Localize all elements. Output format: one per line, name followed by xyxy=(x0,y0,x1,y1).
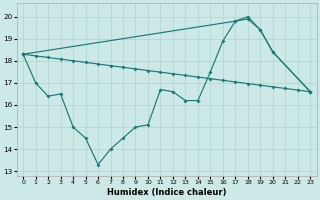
X-axis label: Humidex (Indice chaleur): Humidex (Indice chaleur) xyxy=(107,188,227,197)
